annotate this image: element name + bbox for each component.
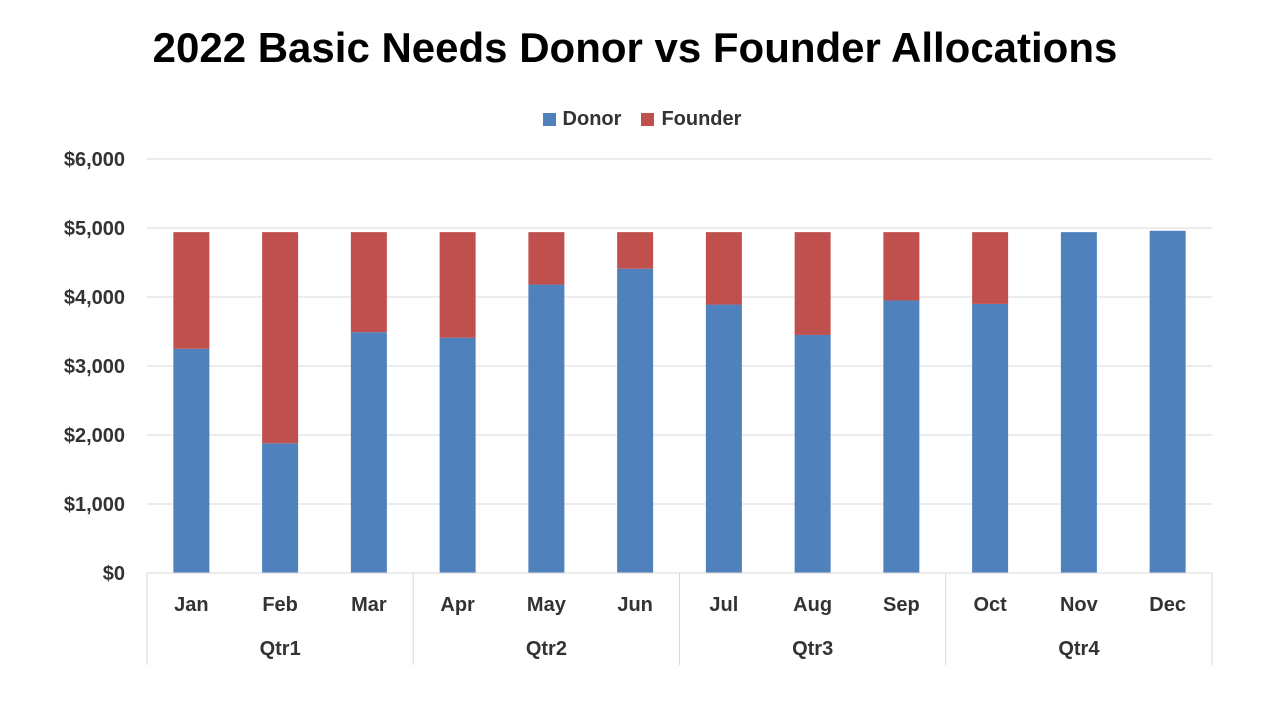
y-tick-label: $2,000 (64, 425, 125, 447)
bar-founder-jul (705, 232, 742, 305)
bar-founder-jun (617, 232, 654, 269)
x-tick-label: Apr (440, 594, 475, 616)
chart-title: 2022 Basic Needs Donor vs Founder Alloca… (152, 24, 1118, 71)
y-tick-label: $1,000 (64, 494, 125, 516)
y-tick-label: $5,000 (64, 218, 125, 240)
bar-donor-jan (173, 348, 210, 573)
bar-donor-may (528, 284, 565, 573)
bar-founder-apr (439, 232, 476, 338)
bar-founder-may (528, 232, 565, 285)
y-tick-label: $4,000 (64, 287, 125, 309)
x-tick-label: Sep (883, 594, 920, 616)
legend-label-founder: Founder (661, 108, 742, 130)
x-tick-label: Aug (793, 594, 832, 616)
x-tick-label: Nov (1060, 594, 1099, 616)
legend-swatch-founder (641, 113, 655, 126)
bar-donor-apr (439, 337, 476, 573)
x-group-label: Qtr4 (1058, 638, 1100, 660)
legend-item-donor: Donor (542, 108, 622, 131)
bar-donor-sep (883, 300, 920, 573)
x-tick-label: May (527, 594, 567, 616)
y-tick-label: $3,000 (64, 356, 125, 378)
legend: Donor Founder (0, 108, 1280, 131)
x-group-label: Qtr1 (260, 638, 301, 660)
bar-donor-oct (972, 303, 1009, 573)
legend-swatch-donor (542, 113, 556, 126)
bar-donor-aug (794, 334, 831, 573)
x-axis-group-labels: Qtr1 Qtr2 Qtr3 Qtr4 (260, 638, 1101, 660)
x-tick-label: Jun (617, 594, 653, 616)
bar-donor-feb (262, 443, 299, 573)
bar-donor-nov (1060, 232, 1097, 573)
bar-founder-aug (794, 232, 831, 335)
x-tick-label: Dec (1149, 594, 1186, 616)
legend-item-founder: Founder (641, 108, 741, 131)
x-group-label: Qtr3 (792, 638, 833, 660)
legend-label-donor: Donor (562, 108, 622, 130)
x-tick-label: Jul (709, 594, 738, 616)
x-tick-label: Oct (973, 594, 1007, 616)
bar-founder-mar (350, 232, 387, 333)
y-tick-label: $0 (103, 563, 125, 585)
gridlines (147, 158, 1212, 505)
y-tick-label: $6,000 (64, 149, 125, 171)
x-group-label: Qtr2 (526, 638, 567, 660)
bar-donor-jul (705, 304, 742, 573)
x-tick-label: Mar (351, 594, 387, 616)
x-axis-ticks: Jan Feb Mar Apr May Jun Jul Aug Sep Oct Nov Dec (174, 594, 1186, 616)
y-axis-ticks: $0 $1,000 $2,000 $3,000 $4,000 $5,000 $6,000 (64, 149, 125, 585)
bar-founder-jan (173, 232, 210, 349)
bar-donor-jun (617, 268, 654, 573)
bars (173, 230, 1186, 573)
x-axis (146, 572, 1213, 665)
bar-founder-oct (972, 232, 1009, 304)
bar-founder-sep (883, 232, 920, 301)
x-tick-label: Jan (174, 594, 208, 616)
bar-donor-dec (1149, 230, 1186, 573)
bar-founder-feb (262, 232, 299, 444)
x-tick-label: Feb (262, 594, 298, 616)
bar-donor-mar (350, 332, 387, 573)
